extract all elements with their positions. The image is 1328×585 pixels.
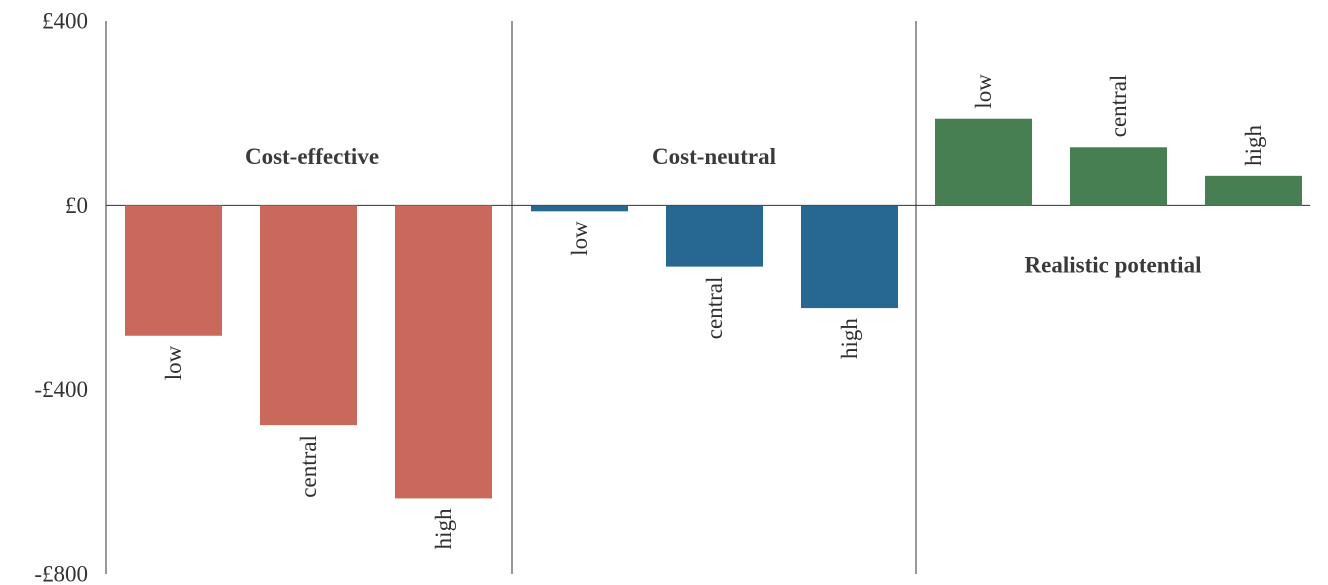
bar-label: high [837,318,862,359]
group-title: Cost-neutral [652,144,776,169]
bar [395,205,492,499]
bar [666,205,763,267]
y-tick-label: £400 [42,9,88,34]
bar-label: high [1241,124,1266,165]
bar-label: central [702,277,727,340]
labels: low central high low central high low central hi… [161,74,1266,550]
bar [1205,175,1302,206]
bar-label: low [971,74,996,109]
y-tick-label: £0 [65,193,88,218]
bar [801,205,898,309]
bar [125,205,222,336]
group-title: Cost-effective [245,144,379,169]
bar-label: high [431,508,456,549]
bar [531,205,628,212]
bar-label: low [161,345,186,380]
y-tick-label: -£800 [34,562,88,585]
bar [935,118,1032,206]
y-tick-label: -£400 [34,377,88,402]
bar [260,205,357,426]
bar [1070,147,1167,206]
bar-label: central [1106,75,1131,138]
bar-label: low [567,221,592,256]
bars [125,118,1302,499]
bar-label: central [296,435,321,498]
y-axis-ticks: £400 £0 -£400 -£800 [34,9,88,585]
group-title: Realistic potential [1025,253,1202,278]
